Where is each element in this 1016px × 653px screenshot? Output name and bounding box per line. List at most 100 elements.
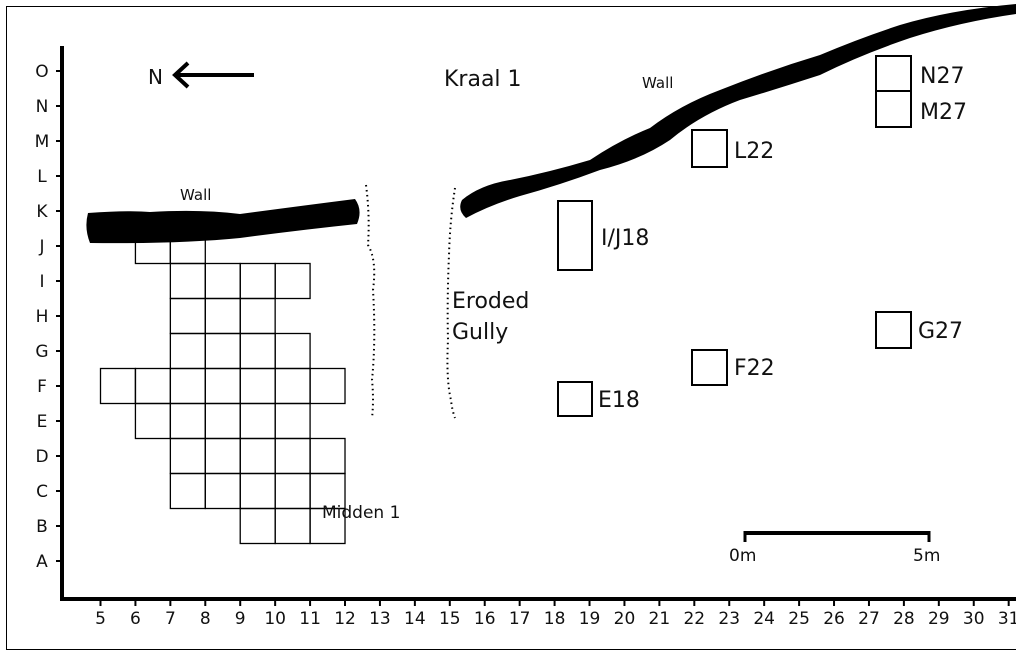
midden-grid-cell bbox=[239, 367, 276, 405]
y-tick-label: J bbox=[38, 237, 44, 257]
midden-grid-cell bbox=[309, 507, 346, 545]
midden-grid-cell bbox=[239, 402, 276, 440]
x-tick-label: 31 bbox=[998, 609, 1016, 629]
north-arrow-head bbox=[172, 61, 190, 89]
midden-grid-cell bbox=[204, 402, 241, 440]
midden-grid-cell bbox=[169, 332, 206, 370]
x-tick-label: 8 bbox=[200, 609, 211, 629]
midden-grid-cell bbox=[204, 437, 241, 475]
x-tick-label: 18 bbox=[544, 609, 566, 629]
y-tick-label: D bbox=[35, 447, 48, 467]
wall-right bbox=[460, 4, 1016, 218]
x-tick-label: 16 bbox=[474, 609, 496, 629]
x-tick-label: 24 bbox=[753, 609, 775, 629]
scale-bar: 0m 5m bbox=[729, 531, 940, 566]
midden-grid-cell bbox=[169, 472, 206, 510]
midden-grid-cell bbox=[274, 402, 311, 440]
x-tick-label: 19 bbox=[579, 609, 601, 629]
x-tick-label: 30 bbox=[963, 609, 985, 629]
midden-grid-cell bbox=[274, 262, 311, 300]
midden-grid-cell bbox=[204, 262, 241, 300]
midden-grid-cell bbox=[169, 402, 206, 440]
y-tick-label: H bbox=[36, 307, 49, 327]
midden-grid-cell bbox=[239, 437, 276, 475]
x-tick-label: 7 bbox=[165, 609, 176, 629]
midden-grid-cell bbox=[309, 437, 346, 475]
midden-grid-cell bbox=[274, 437, 311, 475]
midden-grid-cell bbox=[204, 297, 241, 335]
midden-grid-cell bbox=[204, 332, 241, 370]
y-tick-label: G bbox=[35, 342, 48, 362]
midden-grid-cell bbox=[274, 472, 311, 510]
x-tick-label: 13 bbox=[369, 609, 391, 629]
midden-grid-cell bbox=[239, 297, 276, 335]
y-tick-label: M bbox=[35, 132, 50, 152]
wall-left bbox=[86, 199, 360, 244]
y-tick-label: B bbox=[36, 517, 48, 537]
x-tick-label: 5 bbox=[95, 609, 106, 629]
y-tick-label: E bbox=[37, 412, 48, 432]
x-tick-label: 6 bbox=[130, 609, 141, 629]
unit-label-f22: F22 bbox=[734, 356, 775, 381]
midden-grid-cell bbox=[239, 507, 276, 545]
midden-grid-cell bbox=[274, 332, 311, 370]
wall-label-left: Wall bbox=[180, 186, 211, 204]
x-tick-label: 22 bbox=[683, 609, 705, 629]
north-arrow: N bbox=[148, 61, 254, 89]
unit-f22 bbox=[691, 349, 728, 386]
x-tick-label: 12 bbox=[334, 609, 356, 629]
midden-grid-cell bbox=[204, 472, 241, 510]
unit-l22 bbox=[691, 129, 728, 168]
midden-grid-cell bbox=[134, 402, 172, 440]
y-tick-label: I bbox=[39, 272, 44, 292]
x-tick-label: 21 bbox=[649, 609, 671, 629]
y-tick-label: F bbox=[37, 377, 47, 397]
x-tick-label: 20 bbox=[614, 609, 636, 629]
unit-g27 bbox=[875, 311, 912, 349]
scale-bar-end-label: 5m bbox=[913, 546, 940, 566]
y-tick-label: K bbox=[36, 202, 48, 222]
y-tick-label: L bbox=[37, 167, 47, 187]
midden-label: Midden 1 bbox=[322, 503, 400, 523]
midden-grid-cell bbox=[169, 437, 206, 475]
unit-label-l22: L22 bbox=[734, 139, 774, 164]
midden-grid-cell bbox=[169, 297, 206, 335]
midden-grid-cell bbox=[169, 367, 206, 405]
y-tick-label: N bbox=[36, 97, 49, 117]
y-tick-label: C bbox=[36, 482, 48, 502]
midden-grid-cell bbox=[239, 332, 276, 370]
x-tick-label: 29 bbox=[928, 609, 950, 629]
unit-label-ij18: I/J18 bbox=[601, 226, 649, 251]
gully-label-line1: Eroded bbox=[452, 289, 529, 314]
unit-ij18 bbox=[557, 200, 593, 271]
unit-label-g27: G27 bbox=[918, 319, 963, 344]
north-label: N bbox=[148, 65, 163, 89]
midden-grid bbox=[99, 227, 346, 545]
x-tick-label: 15 bbox=[439, 609, 461, 629]
midden-grid-cell bbox=[169, 262, 206, 300]
unit-label-e18: E18 bbox=[598, 388, 640, 413]
midden-grid-cell bbox=[309, 367, 346, 405]
x-tick-label: 10 bbox=[264, 609, 286, 629]
figure-frame bbox=[6, 6, 1016, 650]
x-tick-label: 26 bbox=[823, 609, 845, 629]
x-tick-label: 27 bbox=[858, 609, 880, 629]
y-tick-label: O bbox=[35, 62, 48, 82]
x-axis-ticks: 5 6 7 8 9 10 11 12 13 14 15 16 17 18 19 20 21 22 23 24 25 26 2… bbox=[95, 599, 1016, 629]
x-tick-label: 11 bbox=[299, 609, 321, 629]
x-tick-label: 9 bbox=[235, 609, 246, 629]
gully-edge-left bbox=[365, 184, 376, 419]
midden-grid-cell bbox=[274, 367, 311, 405]
x-tick-label: 28 bbox=[893, 609, 915, 629]
unit-e18 bbox=[557, 381, 593, 417]
midden-grid-cell bbox=[274, 507, 311, 545]
gully-label-line2: Gully bbox=[452, 320, 508, 345]
x-tick-label: 17 bbox=[509, 609, 531, 629]
unit-m27 bbox=[875, 90, 912, 128]
midden-grid-cell bbox=[134, 367, 172, 405]
gully-edge-right bbox=[446, 187, 456, 419]
x-tick-label: 14 bbox=[404, 609, 426, 629]
unit-n27 bbox=[875, 55, 912, 92]
